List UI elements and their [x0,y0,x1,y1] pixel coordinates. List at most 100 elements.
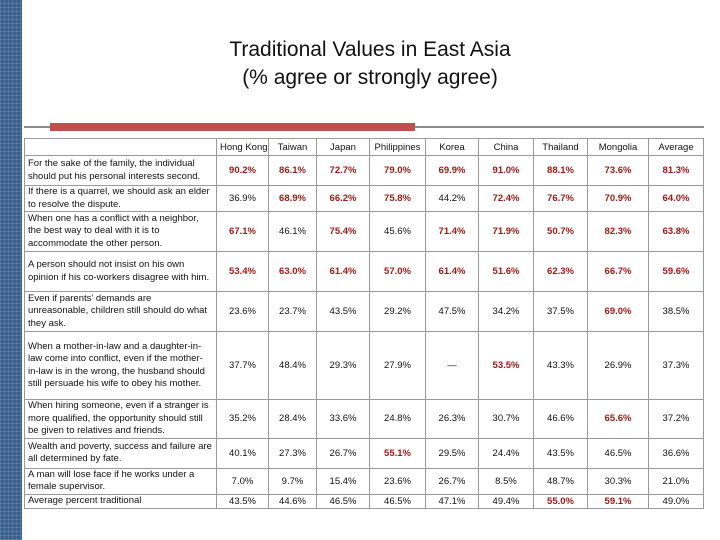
table-row: When hiring someone, even if a stranger … [24,399,704,439]
value-cell: 37.3% [648,331,704,400]
value-cell: 46.5% [316,493,370,509]
value-cell: 75.4% [316,211,370,252]
value-cell: 51.6% [478,251,534,292]
value-cell: 37.7% [216,331,269,400]
header-col: Hong Kong [216,138,269,156]
header-col: Thailand [533,138,588,156]
value-cell: 43.5% [533,437,588,469]
statement-cell: Average percent traditional [24,493,217,509]
value-cell: 24.8% [369,399,426,439]
value-cell: 72.4% [478,185,534,212]
header-col: Korea [425,138,479,156]
value-cell: 36.6% [648,437,704,469]
value-cell: 70.9% [587,185,649,212]
value-cell: 69.9% [425,155,479,186]
value-cell: 44.6% [268,493,317,509]
value-cell: 46.1% [268,211,317,252]
statement-cell: Even if parents' demands are unreasonabl… [24,291,217,332]
value-cell: 43.5% [316,291,370,332]
statement-cell: When hiring someone, even if a stranger … [24,399,217,439]
value-cell: 68.9% [268,185,317,212]
table-row: When one has a conflict with a neighbor,… [24,211,704,252]
value-cell: 63.0% [268,251,317,292]
value-cell: 26.9% [587,331,649,400]
value-cell: 90.2% [216,155,269,186]
value-cell: 48.4% [268,331,317,400]
value-cell: 49.4% [478,493,534,509]
value-cell: 67.1% [216,211,269,252]
value-cell: 43.3% [533,331,588,400]
value-cell: 46.5% [587,437,649,469]
table-row: When a mother-in-law and a daughter-in-l… [24,331,704,400]
value-cell: 55.0% [533,493,588,509]
value-cell: 59.6% [648,251,704,292]
value-cell: 33.6% [316,399,370,439]
value-cell: 29.5% [425,437,479,469]
statement-cell: A man will lose face if he works under a… [24,467,217,495]
value-cell: 63.8% [648,211,704,252]
header-statement [24,138,217,156]
value-cell: 49.0% [648,493,704,509]
value-cell: 9.7% [268,467,317,495]
value-cell: 28.4% [268,399,317,439]
value-cell: 91.0% [478,155,534,186]
value-cell: 71.4% [425,211,479,252]
table-row: A person should not insist on his own op… [24,251,704,292]
value-cell: 26.7% [316,437,370,469]
value-cell: 7.0% [216,467,269,495]
table-row: A man will lose face if he works under a… [24,467,704,495]
value-cell: 38.5% [648,291,704,332]
title-line-1: Traditional Values in East Asia [229,38,511,61]
values-table: Hong Kong Taiwan Japan Philippines Korea… [24,138,704,509]
value-cell: 23.6% [369,467,426,495]
value-cell: 30.7% [478,399,534,439]
value-cell: 37.5% [533,291,588,332]
header-col: Mongolia [587,138,649,156]
value-cell: 26.7% [425,467,479,495]
statement-cell: When a mother-in-law and a daughter-in-l… [24,331,217,400]
statement-cell: Wealth and poverty, success and failure … [24,437,217,469]
value-cell: 46.5% [369,493,426,509]
value-cell: 66.2% [316,185,370,212]
value-cell: 40.1% [216,437,269,469]
value-cell: 37.2% [648,399,704,439]
value-cell: 53.4% [216,251,269,292]
value-cell: 76.7% [533,185,588,212]
value-cell: 8.5% [478,467,534,495]
value-cell: 29.2% [369,291,426,332]
statement-cell: For the sake of the family, the individu… [24,155,217,186]
value-cell: 27.9% [369,331,426,400]
value-cell: 62.3% [533,251,588,292]
side-stripe [0,0,22,540]
value-cell: 73.6% [587,155,649,186]
value-cell: 45.6% [369,211,426,252]
value-cell: — [425,331,479,400]
value-cell: 81.3% [648,155,704,186]
value-cell: 69.0% [587,291,649,332]
value-cell: 44.2% [425,185,479,212]
value-cell: 30.3% [587,467,649,495]
value-cell: 88.1% [533,155,588,186]
value-cell: 34.2% [478,291,534,332]
value-cell: 61.4% [316,251,370,292]
value-cell: 36.9% [216,185,269,212]
table-row: For the sake of the family, the individu… [24,155,704,186]
table-row: Average percent traditional 43.5% 44.6% 46.… [24,493,704,509]
value-cell: 64.0% [648,185,704,212]
value-cell: 66.7% [587,251,649,292]
value-cell: 35.2% [216,399,269,439]
value-cell: 75.8% [369,185,426,212]
statement-cell: When one has a conflict with a neighbor,… [24,211,217,252]
statement-cell: If there is a quarrel, we should ask an … [24,185,217,212]
table-row: If there is a quarrel, we should ask an … [24,185,704,212]
header-col: China [478,138,534,156]
value-cell: 50.7% [533,211,588,252]
value-cell: 61.4% [425,251,479,292]
value-cell: 86.1% [268,155,317,186]
value-cell: 27.3% [268,437,317,469]
title-accent-bar [50,123,415,131]
value-cell: 59.1% [587,493,649,509]
statement-cell: A person should not insist on his own op… [24,251,217,292]
value-cell: 43.5% [216,493,269,509]
value-cell: 53.5% [478,331,534,400]
